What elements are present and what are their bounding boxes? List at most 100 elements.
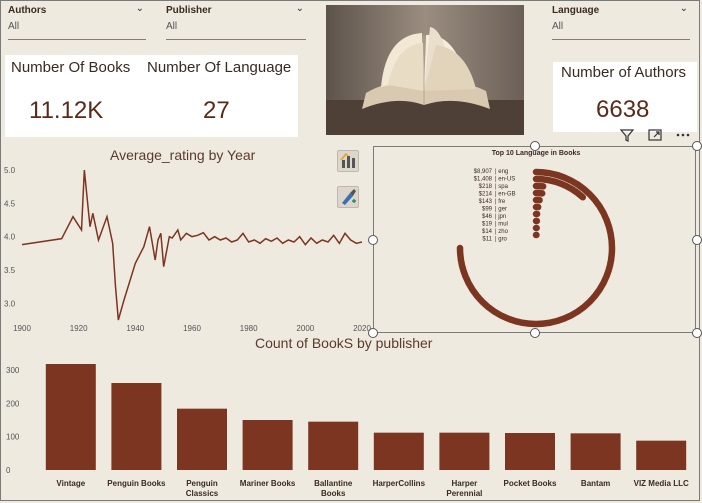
publisher-slicer[interactable]: Publisher All ⌄ <box>166 3 306 41</box>
publisher-slicer-value[interactable]: All <box>166 21 178 32</box>
open-book-image <box>326 5 524 135</box>
y-tick-label: 4.0 <box>4 233 16 242</box>
number-of-authors-value: 6638 <box>596 96 650 123</box>
language-category-label: | gro <box>495 237 508 243</box>
number-of-books-label: Number Of Books <box>11 59 131 76</box>
top-languages-radial-chart: Top 10 Language in Books $8,907 | eng$1,40… <box>456 150 616 328</box>
x-category-label: Vintage <box>56 479 85 488</box>
publisher-slicer-title: Publisher <box>166 5 212 16</box>
language-value-label: $143 <box>479 199 493 205</box>
language-category-label: | spa <box>495 184 509 190</box>
x-tick-label: 1940 <box>126 324 144 333</box>
language-category-label: | zho <box>495 229 509 235</box>
language-value-label: $8,907 <box>474 169 493 175</box>
language-value-label: $1,408 <box>474 177 493 183</box>
number-of-authors-label: Number of Authors <box>561 64 687 81</box>
x-category-label: Harper <box>452 479 478 488</box>
y-tick-label: 3.0 <box>4 299 16 308</box>
publisher-bar <box>242 420 293 470</box>
x-category-label: Pocket Books <box>504 479 557 488</box>
number-of-language-label: Number Of Language <box>147 59 292 76</box>
language-category-label: | eng <box>495 169 508 175</box>
language-arc <box>456 168 616 328</box>
y-tick-label: 100 <box>6 433 20 442</box>
books-by-publisher-bar-chart[interactable]: 0 100 200 300 Vintage Penguin Books PenguinCla… <box>0 352 702 502</box>
slicer-underline <box>552 39 690 40</box>
average-rating-line-chart[interactable]: 3.0 3.5 4.0 4.5 5.0 1900 1920 1940 1960 1980 2000 2… <box>0 165 372 340</box>
authors-card: Number of Authors 6638 <box>553 62 697 132</box>
x-category-label: Mariner Books <box>240 479 296 488</box>
chevron-down-icon[interactable]: ⌄ <box>679 3 688 14</box>
publisher-bar <box>570 433 621 470</box>
language-category-label: | fre <box>495 199 506 205</box>
resize-handle[interactable] <box>692 328 702 338</box>
resize-handle[interactable] <box>530 141 540 151</box>
line-chart-title: Average_rating by Year <box>110 147 256 163</box>
authors-slicer[interactable]: Authors All ⌄ <box>8 3 146 41</box>
publisher-bar <box>439 432 490 470</box>
language-value-label: $46 <box>482 214 493 220</box>
authors-slicer-title: Authors <box>8 5 47 16</box>
language-value-label: $14 <box>482 229 493 235</box>
number-of-language-value: 27 <box>203 97 230 124</box>
y-tick-label: 4.5 <box>4 199 16 208</box>
resize-handle[interactable] <box>692 141 702 151</box>
slicer-underline <box>166 39 306 40</box>
x-category-label: VIZ Media LLC <box>634 479 689 488</box>
x-tick-label: 1920 <box>70 324 88 333</box>
language-value-label: $218 <box>479 184 493 190</box>
more-options-icon[interactable] <box>674 127 692 143</box>
chart-analytics-button[interactable] <box>337 150 359 172</box>
resize-handle[interactable] <box>368 328 378 338</box>
filter-icon[interactable] <box>619 127 635 143</box>
radial-chart-visual[interactable]: Top 10 Language in Books $8,907 | eng $1,40… <box>373 146 696 333</box>
x-category-label: Books <box>321 489 346 498</box>
y-tick-label: 0 <box>6 466 11 475</box>
focus-mode-icon[interactable] <box>647 127 663 143</box>
slicer-underline <box>8 39 146 40</box>
language-value-label: $214 <box>479 192 493 198</box>
language-arc <box>532 175 587 201</box>
y-tick-label: 300 <box>6 366 20 375</box>
publisher-bar <box>308 421 359 470</box>
x-category-label: Penguin <box>186 479 218 488</box>
publisher-bar <box>373 432 424 470</box>
x-tick-label: 2000 <box>296 324 314 333</box>
chevron-down-icon[interactable]: ⌄ <box>295 3 304 14</box>
x-tick-label: 1980 <box>240 324 258 333</box>
x-category-label: Ballantine <box>314 479 353 488</box>
publisher-bar <box>45 364 96 470</box>
radial-chart-title: Top 10 Language in Books <box>492 150 581 157</box>
publisher-bar <box>636 440 687 470</box>
x-category-label: HarperCollins <box>373 479 426 488</box>
resize-handle[interactable] <box>368 235 378 245</box>
chevron-down-icon[interactable]: ⌄ <box>135 3 144 14</box>
resize-handle[interactable] <box>692 235 702 245</box>
language-slicer-title: Language <box>552 5 600 16</box>
format-brush-button[interactable] <box>337 186 359 208</box>
books-languages-card: Number Of Books 11.12K Number Of Languag… <box>5 55 298 137</box>
chart-analytics-icon <box>340 152 355 168</box>
language-category-label: | en-GB <box>495 192 516 198</box>
publisher-bar <box>505 433 555 470</box>
format-brush-icon <box>342 189 356 205</box>
language-value-label: $11 <box>482 237 492 243</box>
authors-slicer-value[interactable]: All <box>8 21 20 32</box>
resize-handle[interactable] <box>530 328 540 338</box>
y-tick-label: 3.5 <box>4 266 16 275</box>
language-value-label: $99 <box>482 207 493 213</box>
y-tick-label: 200 <box>6 399 20 408</box>
x-category-label: Classics <box>186 489 219 498</box>
x-category-label: Perennial <box>446 489 482 498</box>
language-slicer[interactable]: Language All ⌄ <box>552 3 690 41</box>
x-tick-label: 1960 <box>183 324 201 333</box>
language-category-label: | en-US <box>495 177 515 183</box>
language-category-label: | jpn <box>495 214 506 220</box>
x-category-label: Bantam <box>581 479 610 488</box>
bar-chart-title: Count of BookS by publisher <box>255 335 433 351</box>
x-category-label: Penguin Books <box>107 479 166 488</box>
rating-line <box>21 169 363 321</box>
language-slicer-value[interactable]: All <box>552 21 564 32</box>
x-tick-label: 2020 <box>353 324 371 333</box>
